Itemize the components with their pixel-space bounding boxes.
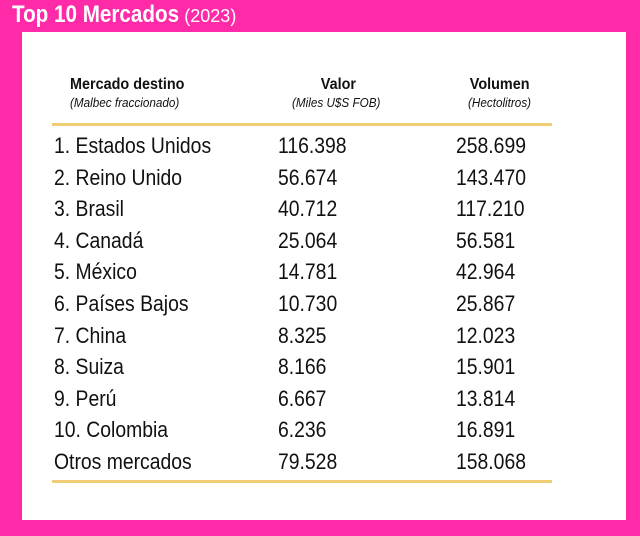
footer-rule bbox=[52, 480, 552, 483]
table-row: 6. Países Bajos 10.730 25.867 bbox=[22, 288, 626, 319]
row-valor-cell: 116.398 bbox=[278, 133, 347, 158]
table-row: Otros mercados 79.528 158.068 bbox=[22, 446, 626, 477]
row-volumen-cell: 25.867 bbox=[456, 291, 516, 316]
row-name-cell: 7. China bbox=[54, 322, 127, 348]
table-row: 3. Brasil 40.712 117.210 bbox=[22, 193, 626, 224]
row-volumen-cell: 16.891 bbox=[456, 417, 516, 443]
row-valor-cell: 8.166 bbox=[278, 354, 327, 380]
chart-title-year: (2023) bbox=[184, 6, 237, 26]
row-name-cell: 6. Países Bajos bbox=[54, 291, 189, 316]
row-valor-cell: 6.667 bbox=[278, 385, 327, 411]
header-valor: Valor (Miles U$S FOB) bbox=[292, 76, 390, 110]
row-valor-cell: 8.325 bbox=[278, 322, 327, 348]
header-valor-label: Valor bbox=[320, 76, 357, 93]
row-volumen-cell: 15.901 bbox=[456, 354, 516, 380]
row-valor-cell: 10.730 bbox=[278, 291, 338, 316]
table-row: 2. Reino Unido 56.674 143.470 bbox=[22, 162, 626, 193]
table-row: 8. Suiza 8.166 15.901 bbox=[22, 351, 626, 382]
header-volumen: Volumen (Hectolitros) bbox=[468, 76, 538, 110]
row-valor-cell: 25.064 bbox=[278, 227, 338, 253]
table-row: 1. Estados Unidos 116.398 258.699 bbox=[22, 130, 626, 161]
header-mercado-sublabel: (Malbec fraccionado) bbox=[70, 95, 180, 110]
row-name-cell: 10. Colombia bbox=[54, 417, 169, 443]
row-volumen-cell: 13.814 bbox=[456, 385, 516, 411]
header-volumen-sublabel: (Hectolitros) bbox=[468, 95, 532, 110]
row-volumen-cell: 143.470 bbox=[456, 164, 526, 190]
header-volumen-label: Volumen bbox=[469, 76, 530, 93]
row-name-cell: Otros mercados bbox=[54, 449, 192, 474]
table-row: 9. Perú 6.667 13.814 bbox=[22, 383, 626, 414]
row-volumen-cell: 258.699 bbox=[456, 133, 526, 158]
table-card: Mercado destino (Malbec fraccionado) Val… bbox=[22, 32, 626, 520]
row-valor-cell: 79.528 bbox=[278, 449, 338, 474]
row-valor-cell: 40.712 bbox=[278, 196, 338, 222]
row-volumen-cell: 56.581 bbox=[456, 227, 516, 253]
header-valor-sublabel: (Miles U$S FOB) bbox=[292, 95, 381, 110]
row-name-cell: 2. Reino Unido bbox=[54, 164, 183, 190]
header-mercado: Mercado destino (Malbec fraccionado) bbox=[70, 76, 197, 110]
row-name-cell: 4. Canadá bbox=[54, 227, 144, 253]
row-volumen-cell: 158.068 bbox=[456, 449, 526, 474]
row-volumen-cell: 117.210 bbox=[456, 196, 525, 222]
row-valor-cell: 56.674 bbox=[278, 164, 338, 190]
row-volumen-cell: 42.964 bbox=[456, 259, 516, 285]
row-valor-cell: 14.781 bbox=[278, 259, 338, 285]
row-valor-cell: 6.236 bbox=[278, 417, 327, 443]
table-row: 10. Colombia 6.236 16.891 bbox=[22, 414, 626, 445]
row-name-cell: 8. Suiza bbox=[54, 354, 124, 380]
row-name-cell: 9. Perú bbox=[54, 385, 117, 411]
table-row: 4. Canadá 25.064 56.581 bbox=[22, 225, 626, 256]
title-bar: Top 10 Mercados (2023) bbox=[0, 0, 236, 30]
table-row: 5. México 14.781 42.964 bbox=[22, 256, 626, 287]
header-mercado-label: Mercado destino bbox=[70, 76, 185, 93]
row-name-cell: 5. México bbox=[54, 259, 137, 285]
row-name-cell: 1. Estados Unidos bbox=[54, 133, 212, 158]
chart-title: Top 10 Mercados bbox=[12, 1, 180, 28]
header-rule bbox=[52, 123, 552, 126]
row-volumen-cell: 12.023 bbox=[456, 322, 516, 348]
row-name-cell: 3. Brasil bbox=[54, 196, 124, 222]
table-row: 7. China 8.325 12.023 bbox=[22, 320, 626, 351]
